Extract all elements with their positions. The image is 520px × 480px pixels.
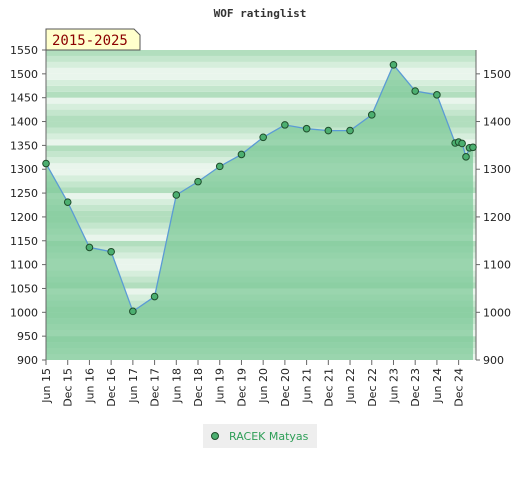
background-band (46, 97, 476, 104)
background-band (46, 61, 476, 68)
y-ticks-left: 900 950 1000 1050 1100 1150 1200 1250 1300 1350 14… (10, 44, 46, 367)
rating-points (42, 60, 477, 316)
background-band (46, 109, 476, 116)
background-band (46, 91, 476, 98)
period-label-box: 2015-2025 (45, 28, 141, 51)
legend: RACEK Matyas (203, 424, 317, 448)
x-tick-label: Dec 19 (235, 368, 248, 407)
background-band (46, 55, 476, 62)
x-tick-label: Jun 23 (387, 368, 400, 404)
y-tick-label-left: 1150 (10, 235, 38, 248)
background-band (46, 127, 476, 134)
y-tick-label-right: 1200 (483, 211, 511, 224)
x-tick-label: Jun 16 (83, 368, 96, 404)
rating-point (150, 292, 159, 301)
y-tick-label-right: 900 (483, 354, 504, 367)
rating-point (346, 126, 354, 135)
y-tick-label-right: 1300 (483, 163, 511, 176)
y-tick-label-right: 1500 (483, 68, 511, 81)
y-tick-label-left: 1000 (10, 306, 38, 319)
legend-background (203, 424, 317, 448)
rating-point (458, 139, 466, 148)
x-tick-label: Dec 17 (149, 368, 162, 407)
x-tick-label: Jun 18 (170, 368, 183, 404)
background-band (46, 115, 476, 122)
x-tick-label: Dec 22 (366, 368, 379, 407)
background-band (46, 103, 476, 110)
legend-label: RACEK Matyas (229, 430, 309, 443)
period-label-background (45, 28, 141, 51)
y-tick-label-left: 900 (17, 354, 38, 367)
x-tick-label: Jun 24 (431, 368, 444, 404)
y-tick-label-left: 1050 (10, 282, 38, 295)
y-tick-label-left: 1250 (10, 187, 38, 200)
rating-point (367, 111, 376, 119)
y-tick-label-left: 1500 (10, 68, 38, 81)
x-tick-label: Jun 17 (127, 368, 140, 404)
background-band (46, 67, 476, 74)
rating-point (302, 124, 311, 133)
y-tick-label-left: 1450 (10, 92, 38, 105)
y-tick-label-left: 1550 (10, 44, 38, 57)
x-tick-label: Dec 16 (105, 368, 118, 407)
rating-point (107, 247, 115, 256)
y-tick-label-left: 950 (17, 330, 38, 343)
x-tick-label: Dec 24 (453, 368, 466, 407)
y-tick-label-left: 1400 (10, 116, 38, 129)
chart-title: WOF ratinglist (214, 7, 307, 20)
y-tick-label-right: 1400 (483, 116, 511, 129)
background-band (46, 79, 476, 86)
rating-point (462, 153, 470, 161)
rating-point (215, 162, 224, 171)
rating-point (324, 126, 333, 135)
y-tick-label-right: 1000 (483, 306, 511, 319)
x-tick-label: Dec 15 (62, 368, 75, 407)
x-tick-label: Dec 23 (409, 368, 422, 407)
rating-point (63, 198, 72, 206)
rating-point (172, 191, 181, 199)
x-tick-label: Jun 20 (257, 368, 270, 404)
rating-point (469, 143, 477, 152)
x-tick-label: Jun 21 (301, 368, 314, 404)
y-tick-label-left: 1300 (10, 163, 38, 176)
rating-point (85, 243, 94, 252)
period-label: 2015-2025 (52, 33, 128, 49)
rating-point (411, 87, 419, 95)
rating-point (42, 159, 50, 168)
x-ticks: Jun 15 Dec 15 Jun 16 Dec 16 Jun 17 Dec 17 Jun … (40, 360, 466, 407)
background-band (46, 73, 476, 80)
rating-point (281, 121, 289, 129)
background-band (46, 121, 476, 128)
x-tick-label: Jun 22 (344, 368, 357, 404)
x-tick-label: Dec 18 (192, 368, 205, 407)
rating-point (194, 177, 202, 186)
rating-point (129, 307, 137, 316)
rating-point (433, 91, 441, 99)
y-ticks-right: 900 1000 1100 1200 1300 1400 1500 (476, 68, 511, 367)
x-tick-label: Dec 21 (322, 368, 335, 407)
y-tick-label-left: 1200 (10, 211, 38, 224)
y-tick-label-right: 1100 (483, 259, 511, 272)
background-band (46, 85, 476, 92)
y-tick-label-left: 1350 (10, 139, 38, 152)
x-tick-label: Jun 15 (40, 368, 53, 404)
rating-point (389, 60, 398, 69)
x-tick-label: Dec 20 (279, 368, 292, 407)
rating-point (259, 133, 267, 142)
legend-marker (211, 432, 219, 440)
rating-area-fill (46, 64, 473, 361)
background-band (46, 50, 476, 56)
x-tick-label: Jun 19 (214, 368, 227, 404)
rating-point (237, 150, 246, 159)
y-tick-label-left: 1100 (10, 259, 38, 272)
